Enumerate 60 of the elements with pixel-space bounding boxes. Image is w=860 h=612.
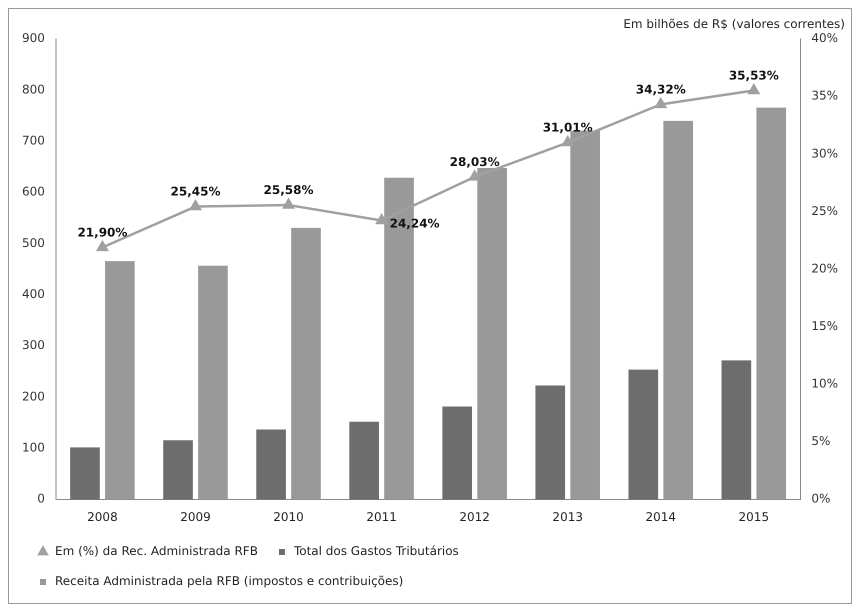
bar [163, 440, 193, 500]
y2-tick-label: 40% [811, 31, 838, 46]
y2-tick-label: 0% [811, 492, 830, 506]
y2-tick-label: 25% [811, 204, 838, 218]
bar [70, 447, 100, 500]
data-label: 25,45% [170, 184, 220, 199]
data-label: 28,03% [450, 154, 500, 169]
bar [663, 120, 694, 500]
data-label: 34,32% [636, 82, 686, 97]
x-tick-label: 2008 [87, 510, 118, 524]
bar [722, 360, 752, 500]
legend-label: Em (%) da Rec. Administrada RFB [55, 544, 258, 558]
x-tick-label: 2011 [366, 510, 397, 524]
y-tick-label: 600 [22, 184, 45, 199]
point [748, 84, 760, 94]
point [282, 198, 294, 209]
y2-tick-label: 20% [811, 261, 838, 276]
bar [256, 429, 286, 500]
x-tick-label: 2014 [645, 510, 676, 524]
y2-tick-label: 10% [811, 376, 838, 391]
y-tick-label: 100 [22, 440, 45, 455]
y-tick-label: 700 [22, 133, 45, 148]
bar [291, 228, 321, 500]
y-tick-label: 900 [22, 31, 45, 46]
data-label: 31,01% [542, 120, 593, 135]
legend-label: Receita Administrada pela RFB (impostos e contribuições) [55, 574, 404, 588]
y-tick-label: 0 [37, 492, 45, 506]
bar [628, 370, 658, 500]
y-tick-label: 800 [22, 82, 45, 96]
point [96, 241, 108, 252]
data-label: 21,90% [77, 226, 128, 240]
y2-tick-label: 15% [811, 319, 838, 333]
y2-tick-label: 5% [811, 434, 830, 448]
y2-tick-label: 30% [811, 146, 838, 160]
bar [198, 266, 228, 500]
x-tick-label: 2013 [552, 510, 583, 524]
y2-tick-label: 35% [811, 88, 838, 103]
data-label: 25,58% [264, 183, 314, 198]
y-tick-label: 200 [22, 389, 45, 404]
point [562, 136, 574, 146]
y-tick-label: 500 [22, 236, 45, 250]
y-tick-label: 300 [22, 338, 45, 352]
point [655, 98, 666, 108]
text: Em bilhões de R$ (valores correntes) [623, 17, 845, 31]
data-label: 35,53% [728, 68, 779, 83]
x-tick-label: 2010 [273, 510, 304, 524]
x-tick-label: 2015 [738, 510, 770, 524]
x-tick-label: 2012 [459, 510, 490, 524]
bar [756, 108, 786, 500]
bar [442, 406, 472, 500]
point [376, 214, 388, 224]
bar [349, 422, 379, 500]
point [469, 170, 480, 181]
bar [535, 385, 566, 500]
x-tick-label: 2009 [180, 510, 211, 524]
data-label: 24,24% [390, 216, 440, 231]
y-tick-label: 400 [22, 287, 45, 302]
point [190, 200, 202, 210]
bar [105, 261, 135, 500]
legend-label: Total dos Gastos Tributários [292, 544, 459, 558]
